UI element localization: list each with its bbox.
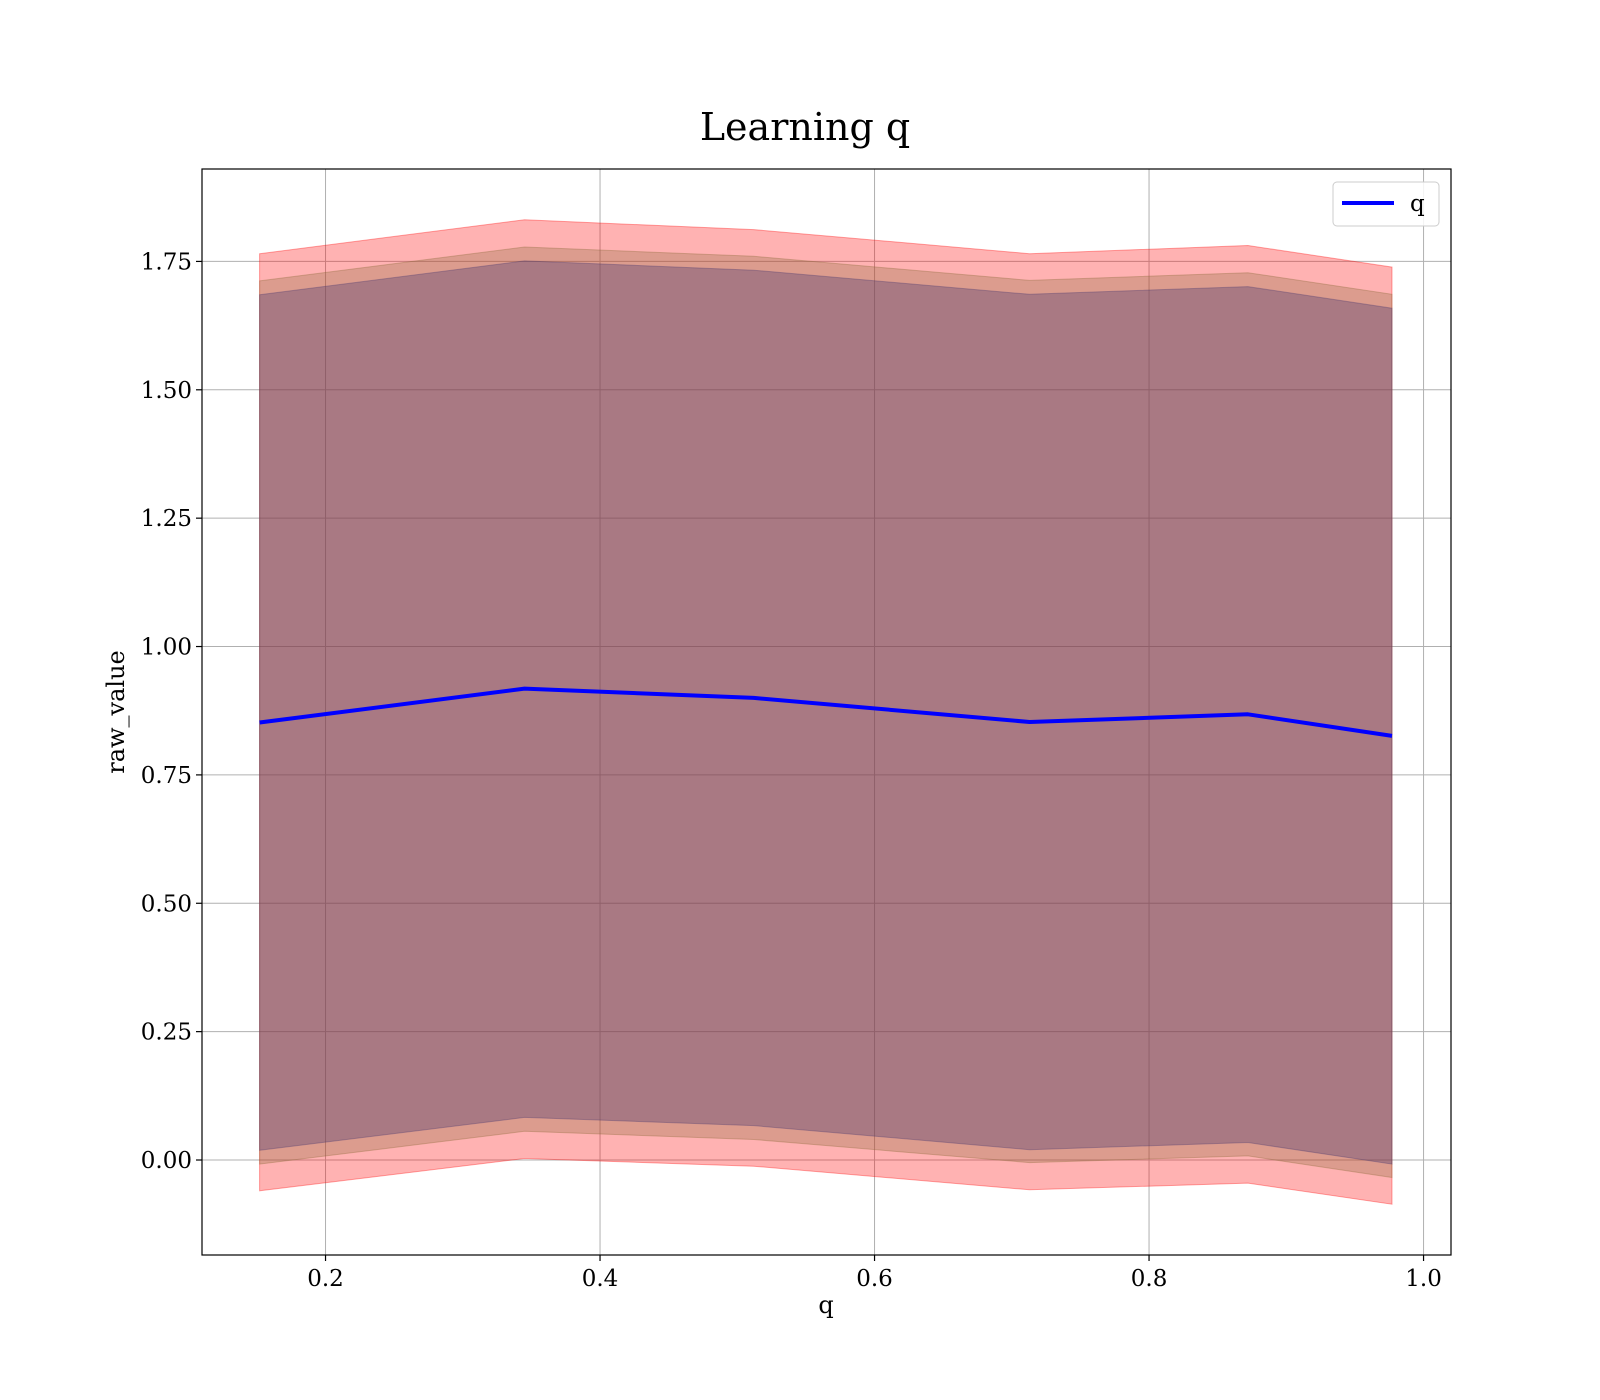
chart-title: Learning q xyxy=(700,105,910,149)
confidence-bands xyxy=(259,219,1393,1205)
plot-frame xyxy=(201,168,1452,1256)
x-axis-label: q xyxy=(818,1291,833,1319)
x-tick-label: 0.4 xyxy=(582,1266,619,1292)
y-tick-label: 1.00 xyxy=(141,635,192,661)
x-tick-label: 0.8 xyxy=(1131,1266,1168,1292)
legend-label-q: q xyxy=(1410,191,1425,217)
y-axis-label: raw_value xyxy=(102,650,130,774)
y-tick-label: 0.00 xyxy=(141,1148,192,1174)
axis-ticks: 0.2 0.4 0.6 0.8 1.0 0.00 0.25 0.50 0.75 1.00 1.25 1… xyxy=(141,249,1442,1292)
y-tick-label: 1.25 xyxy=(141,506,192,532)
y-tick-label: 0.25 xyxy=(141,1020,192,1046)
series-lines xyxy=(259,686,1393,738)
x-tick-label: 0.6 xyxy=(856,1266,893,1292)
series-line-q xyxy=(259,686,1393,738)
confidence-band xyxy=(259,246,1393,1179)
y-tick-label: 1.50 xyxy=(141,378,192,404)
legend: q xyxy=(1332,181,1440,227)
y-tick-label: 0.50 xyxy=(141,891,192,917)
confidence-band xyxy=(259,260,1393,1165)
confidence-band xyxy=(259,219,1393,1205)
y-tick-label: 1.75 xyxy=(141,249,192,275)
y-tick-label: 0.75 xyxy=(141,763,192,789)
x-tick-label: 0.2 xyxy=(307,1266,344,1292)
grid-layer xyxy=(202,169,1451,1255)
x-tick-label: 1.0 xyxy=(1405,1266,1442,1292)
